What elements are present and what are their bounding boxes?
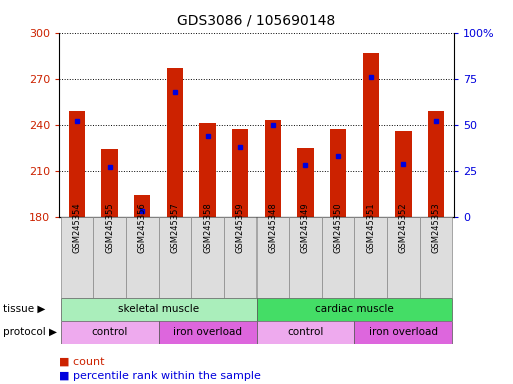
Bar: [322, 217, 354, 298]
Bar: [69, 111, 85, 217]
Bar: [191, 217, 224, 298]
Text: GSM245350: GSM245350: [333, 203, 343, 253]
Text: protocol ▶: protocol ▶: [3, 327, 56, 337]
Bar: [200, 123, 215, 217]
Bar: [167, 68, 183, 217]
Text: GSM245348: GSM245348: [268, 202, 278, 253]
Bar: [159, 217, 191, 298]
Bar: [387, 217, 420, 298]
Bar: [330, 129, 346, 217]
Bar: [126, 217, 159, 298]
Bar: [354, 217, 387, 298]
Bar: [159, 321, 256, 344]
Bar: [363, 53, 379, 217]
Text: GSM245355: GSM245355: [105, 203, 114, 253]
Text: GSM245352: GSM245352: [399, 203, 408, 253]
Text: skeletal muscle: skeletal muscle: [118, 304, 199, 314]
Bar: [298, 148, 313, 217]
Text: control: control: [91, 327, 128, 337]
Text: GSM245351: GSM245351: [366, 203, 375, 253]
Bar: [256, 217, 289, 298]
Bar: [134, 195, 150, 217]
Bar: [232, 129, 248, 217]
Text: GSM245358: GSM245358: [203, 202, 212, 253]
Bar: [61, 298, 256, 321]
Bar: [93, 217, 126, 298]
Bar: [265, 120, 281, 217]
Bar: [428, 111, 444, 217]
Bar: [289, 217, 322, 298]
Text: GSM245354: GSM245354: [72, 203, 82, 253]
Text: GSM245353: GSM245353: [431, 202, 441, 253]
Text: GSM245357: GSM245357: [170, 202, 180, 253]
Bar: [256, 298, 452, 321]
Bar: [395, 131, 411, 217]
Bar: [61, 321, 159, 344]
Bar: [256, 321, 354, 344]
Text: ■ count: ■ count: [59, 357, 105, 367]
Bar: [224, 217, 256, 298]
Text: ■ percentile rank within the sample: ■ percentile rank within the sample: [59, 371, 261, 381]
Text: GSM245349: GSM245349: [301, 203, 310, 253]
Bar: [61, 217, 93, 298]
Text: cardiac muscle: cardiac muscle: [315, 304, 394, 314]
Bar: [354, 321, 452, 344]
Text: tissue ▶: tissue ▶: [3, 304, 45, 314]
Bar: [102, 149, 118, 217]
Text: GSM245356: GSM245356: [138, 202, 147, 253]
Text: iron overload: iron overload: [369, 327, 438, 337]
Bar: [420, 217, 452, 298]
Text: control: control: [287, 327, 324, 337]
Text: iron overload: iron overload: [173, 327, 242, 337]
Text: GSM245359: GSM245359: [235, 203, 245, 253]
Text: GDS3086 / 105690148: GDS3086 / 105690148: [177, 13, 336, 27]
